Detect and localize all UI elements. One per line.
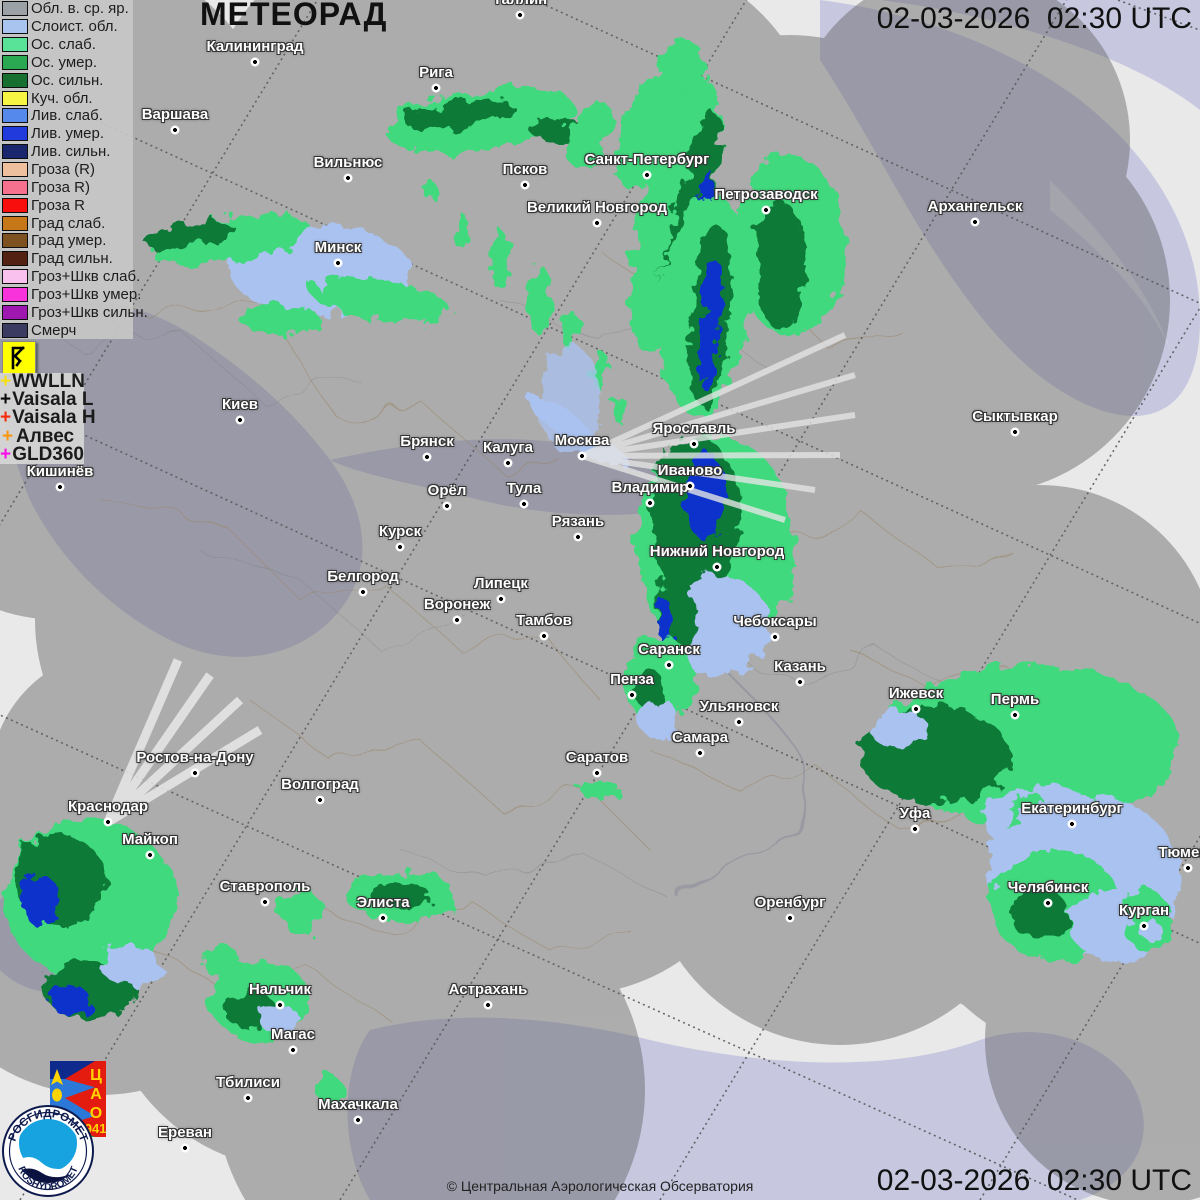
svg-text:А: А (90, 1086, 102, 1103)
svg-text:Ц: Ц (90, 1067, 102, 1084)
